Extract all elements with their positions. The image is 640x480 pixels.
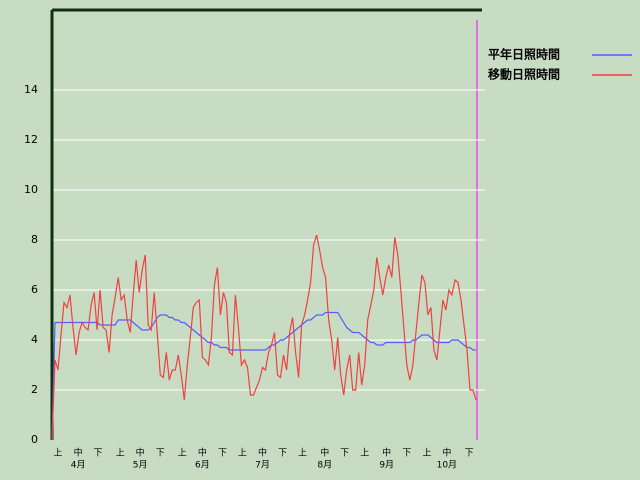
month-label: 6月 [195,460,210,471]
x-tick-label: 上 [298,448,307,459]
x-tick-label: 下 [402,449,411,459]
legend-label: 平年日照時間 [488,47,560,62]
month-label: 10月 [437,460,457,471]
x-tick-label: 中 [320,447,329,459]
x-tick-label: 上 [116,448,125,459]
x-tick-label: 下 [218,449,227,459]
month-label: 8月 [317,460,332,471]
x-tick-label: 中 [442,447,451,459]
x-tick-label: 上 [178,448,187,459]
month-label: 9月 [379,460,394,471]
series-line [51,234,477,441]
y-tick-label: 2 [31,383,38,396]
series-line [51,311,476,441]
x-tick-label: 中 [198,447,207,459]
y-tick-label: 12 [24,133,38,146]
x-tick-label: 上 [360,448,369,459]
month-label: 4月 [71,460,86,471]
x-tick-label: 中 [258,447,267,459]
legend-label: 移動日照時間 [488,67,560,82]
y-tick-label: 14 [24,83,38,96]
x-tick-label: 下 [278,449,287,459]
month-label: 5月 [133,460,148,471]
x-tick-label: 中 [136,447,145,459]
x-tick-label: 上 [54,448,63,459]
x-tick-label: 下 [94,449,103,459]
y-tick-label: 6 [31,283,38,296]
y-tick-label: 8 [31,233,38,246]
x-tick-label: 下 [340,449,349,459]
x-tick-label: 下 [465,449,474,459]
month-label: 7月 [255,460,270,471]
y-tick-label: 4 [31,333,38,346]
x-tick-label: 上 [422,448,431,459]
y-tick-label: 0 [31,433,38,446]
x-tick-label: 下 [156,449,165,459]
x-tick-label: 中 [382,447,391,459]
x-tick-label: 上 [238,448,247,459]
x-tick-label: 中 [74,447,83,459]
y-tick-label: 10 [24,183,38,196]
